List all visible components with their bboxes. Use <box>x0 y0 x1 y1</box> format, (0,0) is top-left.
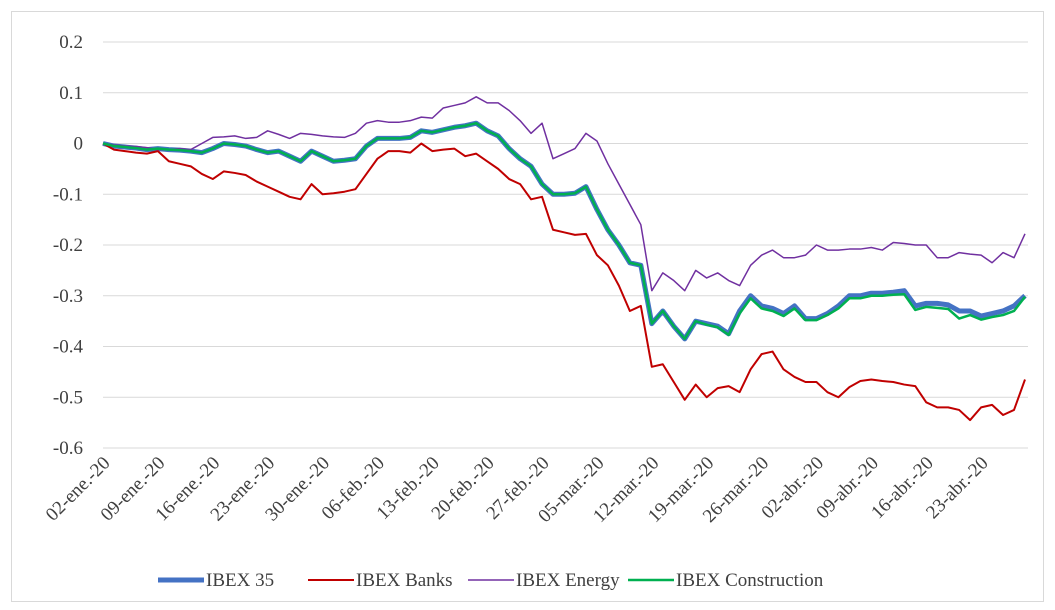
y-tick-label: 0 <box>74 134 84 155</box>
legend-label: IBEX 35 <box>206 570 274 591</box>
y-tick-label: -0.4 <box>53 337 84 358</box>
y-tick-label: -0.5 <box>53 387 83 408</box>
y-tick-label: -0.1 <box>53 184 83 205</box>
y-tick-label: 0.2 <box>59 32 83 53</box>
y-tick-label: -0.6 <box>53 438 83 459</box>
y-tick-label: -0.2 <box>53 235 83 256</box>
series-line <box>102 121 1026 341</box>
legend-label: IBEX Banks <box>356 570 453 591</box>
series-line <box>102 96 1026 292</box>
series-line <box>102 142 1026 422</box>
y-tick-label: -0.3 <box>53 286 83 307</box>
legend-label: IBEX Construction <box>676 570 824 591</box>
legend-label: IBEX Energy <box>516 570 620 591</box>
chart-border <box>11 11 1044 602</box>
y-tick-label: 0.1 <box>59 83 83 104</box>
